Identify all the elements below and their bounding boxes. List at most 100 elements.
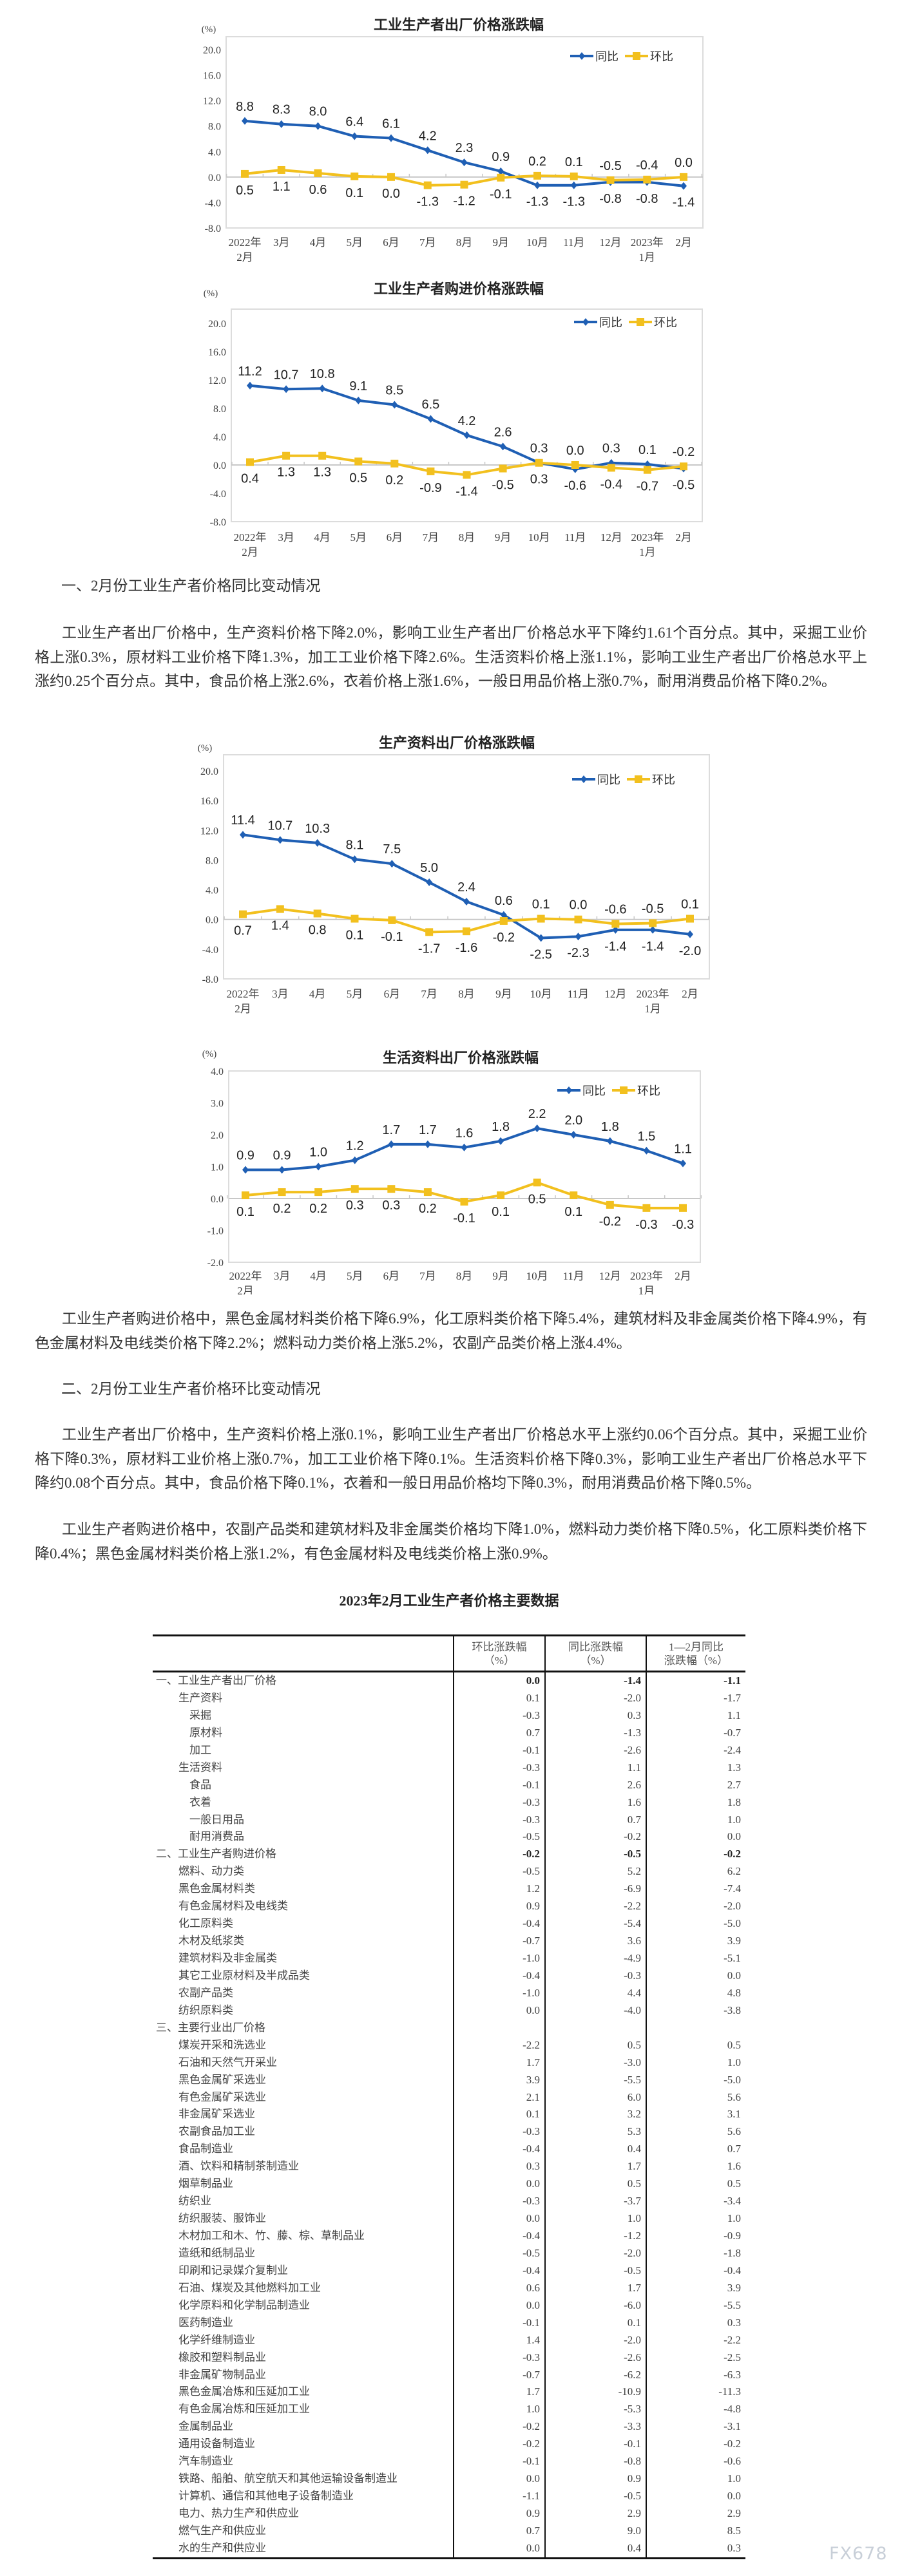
- table-row: 黑色金属冶炼和压延加工业 1.7 -10.9 -11.3: [153, 2383, 745, 2401]
- header-ytd-line2: 涨跌幅（%）: [664, 1654, 729, 1667]
- header-mom-line2: （%）: [483, 1654, 515, 1667]
- y-tick-label: -4.0: [210, 489, 226, 500]
- mom-data-label: 0.0: [382, 187, 400, 201]
- mom-value: -0.4: [453, 1967, 544, 1985]
- row-label: 生活资料: [178, 1761, 222, 1774]
- mom-value: -1.0: [453, 1950, 544, 1967]
- y-tick-label: 0.0: [208, 173, 221, 184]
- x-tick-label: 2023年 1月: [631, 236, 664, 263]
- mom-value: 0.0: [453, 1672, 544, 1690]
- yoy-value: -0.5: [544, 2488, 646, 2505]
- table-row: 石油、煤炭及其他燃料加工业 0.6 1.7 3.9: [153, 2279, 745, 2297]
- y-tick-label: 4.0: [206, 886, 218, 896]
- mom-data-label: -0.7: [637, 480, 658, 494]
- chart-title: 工业生产者购进价格涨跌幅: [374, 281, 544, 298]
- yoy-value: 3.6: [544, 1933, 646, 1950]
- x-tick-label: 11月: [563, 1270, 584, 1282]
- yoy-point-marker: [461, 158, 468, 167]
- header-mom-line1: 环比涨跌幅: [472, 1641, 527, 1653]
- ytd-value: 2.7: [646, 1776, 745, 1794]
- yoy-data-label: 2.6: [494, 425, 512, 439]
- row-label: 纺织原料类: [178, 2003, 233, 2016]
- x-tick-label: 8月: [456, 236, 473, 249]
- yoy-point-marker: [534, 181, 541, 189]
- mom-point-marker: [350, 914, 359, 923]
- mom-value: -0.1: [453, 1741, 544, 1759]
- mom-point-marker: [427, 467, 435, 475]
- mom-value: 0.0: [453, 2002, 544, 2020]
- yoy-point-marker: [388, 860, 396, 868]
- table-row: 二、工业生产者购进价格 -0.2 -0.5 -0.2: [153, 1846, 745, 1864]
- mom-point-marker: [533, 1179, 541, 1187]
- table-row: 木材加工和木、竹、藤、棕、草制品业 -0.4 -1.2 -0.9: [153, 2228, 745, 2245]
- yoy-point-marker: [463, 898, 470, 906]
- table-row: 印刷和记录媒介复制业 -0.4 -0.5 -0.4: [153, 2262, 745, 2280]
- ytd-value: -5.0: [646, 2071, 745, 2089]
- yoy-data-label: -2.5: [530, 948, 551, 962]
- table-row: 其它工业原材料及半成品类 -0.4 -0.3 0.0: [153, 1967, 745, 1985]
- mom-data-label: 0.1: [345, 186, 363, 200]
- yoy-data-label: 1.7: [419, 1123, 437, 1137]
- row-label: 橡胶和塑料制品业: [178, 2351, 266, 2363]
- mom-value: -0.2: [453, 2418, 544, 2436]
- table-row: 金属制品业 -0.2 -3.3 -3.1: [153, 2418, 745, 2436]
- yoy-value: 6.0: [544, 2088, 646, 2107]
- ytd-value: 3.9: [646, 2279, 745, 2297]
- mom-point-marker: [606, 176, 615, 184]
- row-label: 黑色金属材料类: [178, 1882, 255, 1895]
- mom-point-marker: [680, 462, 687, 471]
- mom-point-marker: [571, 461, 579, 469]
- mom-data-label: 0.2: [385, 473, 403, 488]
- mom-point-marker: [499, 464, 507, 473]
- table-row: 农副产品类 -1.0 4.4 4.8: [153, 1984, 745, 2002]
- mom-data-label: 0.1: [346, 929, 364, 943]
- table-header: 环比涨跌幅 （%） 同比涨跌幅 （%） 1—2月同比 涨跌幅（%）: [153, 1636, 745, 1672]
- yoy-data-label: 0.3: [530, 442, 548, 456]
- yoy-data-label: 1.8: [492, 1120, 510, 1134]
- mom-point-marker: [463, 927, 470, 936]
- x-tick-label: 7月: [419, 236, 436, 249]
- table-row: 纺织原料类 0.0 -4.0 -3.8: [153, 2002, 745, 2020]
- header-yoy: 同比涨跌幅 （%）: [544, 1636, 646, 1671]
- ytd-value: 0.3: [646, 2539, 745, 2557]
- ytd-value: 2.9: [646, 2505, 745, 2523]
- mom-point-marker: [497, 1191, 505, 1200]
- yoy-point-marker: [426, 878, 433, 887]
- row-label: 原材料: [189, 1726, 222, 1739]
- mom-data-label: 0.0: [566, 444, 584, 458]
- yoy-value: 3.2: [544, 2106, 646, 2124]
- chart-title: 生活资料出厂价格涨跌幅: [383, 1050, 539, 1066]
- x-tick-label: 2月: [675, 531, 692, 544]
- yoy-value: -6.2: [544, 2366, 646, 2384]
- mom-point-marker: [277, 166, 285, 174]
- yoy-point-marker: [570, 1131, 577, 1139]
- x-tick-label: 11月: [563, 236, 584, 249]
- header-mom: 环比涨跌幅 （%）: [453, 1636, 544, 1671]
- table-row: 燃料、动力类 -0.5 5.2 6.2: [153, 1863, 745, 1881]
- yoy-data-label: 9.1: [349, 379, 367, 393]
- x-tick-label: 8月: [458, 988, 475, 1000]
- ytd-value: 5.6: [646, 2088, 745, 2107]
- mom-data-label: -0.2: [599, 1215, 621, 1229]
- yoy-data-label: 0.6: [495, 894, 513, 908]
- y-unit-label: (%): [204, 289, 218, 299]
- table-row: 衣着 -0.3 1.6 1.8: [153, 1794, 745, 1812]
- mom-data-label: -0.5: [599, 159, 621, 173]
- table-title: 2023年2月工业生产者价格主要数据: [339, 1593, 559, 1609]
- yoy-data-label: 1.2: [346, 1139, 364, 1153]
- mom-data-label: 0.6: [309, 183, 327, 197]
- table-row: 造纸和纸制品业 -0.5 -2.0 -1.8: [153, 2244, 745, 2262]
- yoy-point-marker: [278, 1166, 285, 1174]
- y-tick-label: 4.0: [211, 1066, 224, 1077]
- legend-marker-mom: [620, 1086, 628, 1094]
- yoy-data-label: -0.5: [673, 478, 695, 493]
- x-tick-label: 7月: [419, 1270, 436, 1282]
- mom-data-label: 0.5: [528, 1192, 546, 1206]
- mom-point-marker: [387, 173, 395, 181]
- yoy-value: 1.7: [544, 2279, 646, 2297]
- mom-point-marker: [387, 1185, 396, 1193]
- ytd-value: 1.0: [646, 2054, 745, 2072]
- mom-data-label: -0.1: [381, 930, 403, 944]
- mom-value: 0.9: [453, 1898, 544, 1916]
- ytd-value: -3.4: [646, 2193, 745, 2211]
